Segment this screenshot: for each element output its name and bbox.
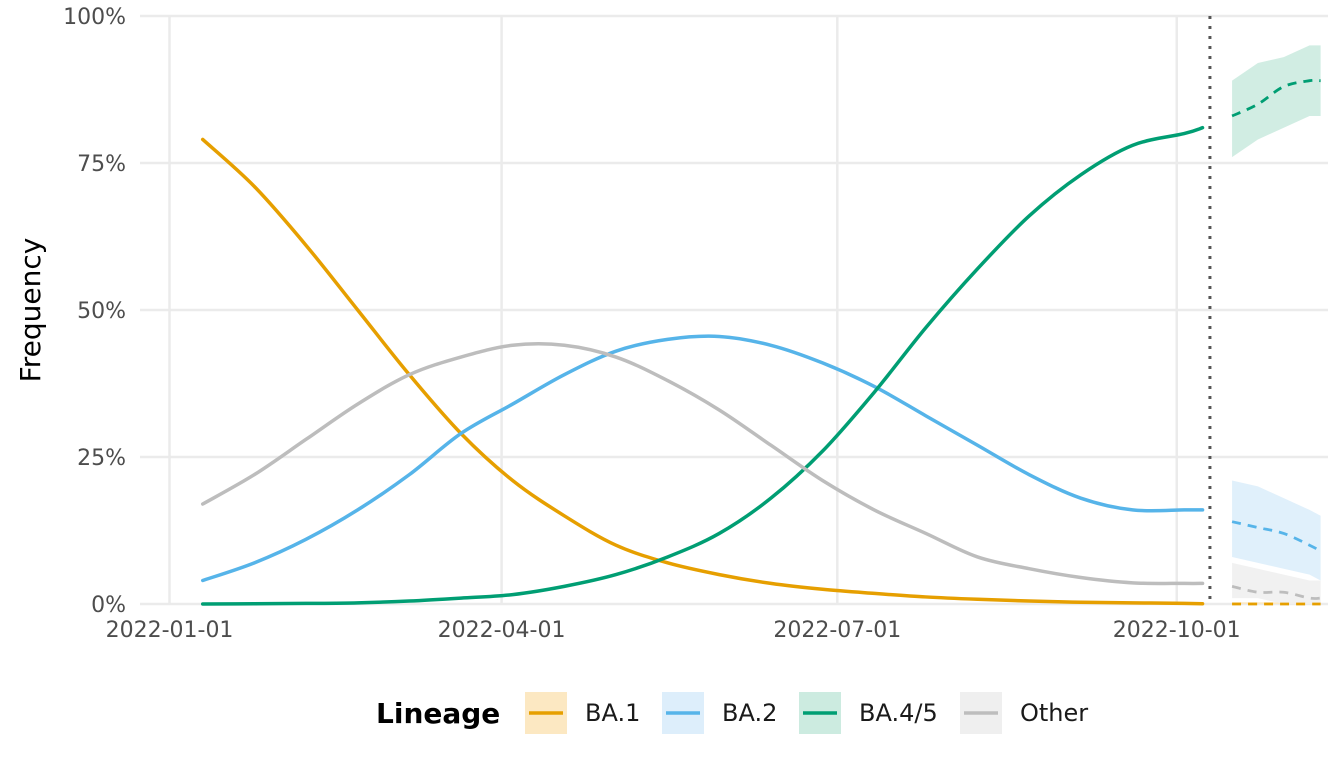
x-tick-label: 2022-01-01 (106, 618, 234, 643)
axes: 0% 25% 50% 75% 100% 2022-01-01 2022-04-01 2022-… (63, 5, 1241, 643)
y-axis-title: Frequency (14, 238, 47, 383)
x-tick-label: 2022-04-01 (438, 618, 566, 643)
legend-item-other: Other (960, 692, 1088, 734)
forecast-line-ba-4-5 (1231, 78, 1321, 118)
legend-label-ba-2: BA.2 (722, 699, 777, 727)
legend: Lineage BA.1 BA.2 BA.4/5 Other (376, 692, 1088, 734)
y-tick-label: 50% (77, 299, 126, 324)
y-tick-label: 25% (77, 446, 126, 471)
grid (140, 14, 1328, 606)
legend-label-ba-4-5: BA.4/5 (859, 699, 938, 727)
legend-item-ba-1: BA.1 (525, 692, 640, 734)
legend-title: Lineage (376, 697, 500, 730)
series-lines (200, 78, 1322, 606)
forecast-ribbons (1232, 45, 1321, 604)
x-tick-label: 2022-07-01 (773, 618, 901, 643)
series-line-ba-4-5 (200, 125, 1205, 606)
legend-item-ba-2: BA.2 (662, 692, 777, 734)
y-tick-label: 75% (77, 152, 126, 177)
series-line-ba-2 (200, 334, 1205, 583)
y-tick-label: 0% (91, 593, 126, 618)
y-tick-label: 100% (63, 5, 126, 30)
forecast-band-ba-4-5 (1232, 45, 1321, 158)
legend-label-ba-1: BA.1 (585, 699, 640, 727)
forecast-line-ba-2 (1231, 520, 1322, 553)
forecast-band-other (1232, 562, 1321, 604)
forecast-band-ba-2 (1232, 480, 1321, 581)
forecast-line-other (1231, 584, 1321, 600)
legend-label-other: Other (1020, 699, 1088, 727)
series-line-ba-1 (200, 137, 1205, 606)
legend-item-ba-4-5: BA.4/5 (799, 692, 938, 734)
x-tick-label: 2022-10-01 (1113, 618, 1241, 643)
series-line-other (200, 342, 1205, 586)
